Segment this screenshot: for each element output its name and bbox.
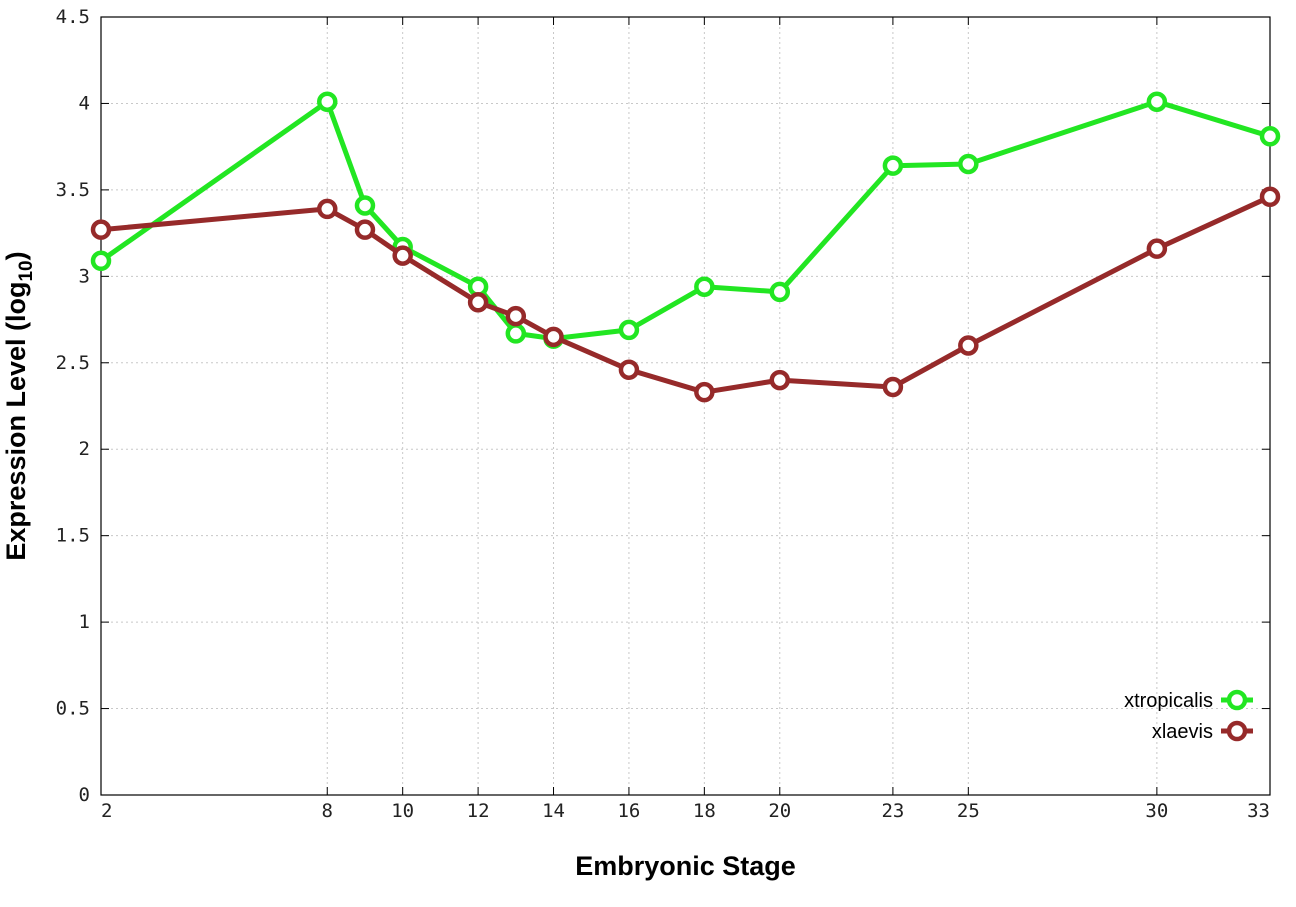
y-axis-title-subscript: 10 [16, 260, 37, 281]
series-xlaevis [90, 186, 1281, 403]
data-point [882, 376, 904, 398]
data-point [1146, 91, 1168, 112]
x-tick-label: 30 [1145, 800, 1168, 822]
data-point [354, 195, 376, 216]
y-tick-label: 1.5 [56, 525, 90, 547]
y-tick-label: 3 [79, 265, 90, 287]
axis-ticks: 0 0.5 1 1.5 2 2.5 3 3.5 4 4.5 2 8 10 12 14 16 18 20 23 25 30… [56, 6, 1271, 822]
data-point [317, 198, 338, 220]
y-tick-label: 2 [79, 438, 90, 460]
y-tick-label: 4 [79, 92, 90, 114]
data-point [543, 326, 564, 348]
x-tick-label: 20 [768, 800, 791, 822]
data-point [769, 369, 791, 391]
series-layer [90, 91, 1281, 403]
data-point [1259, 126, 1281, 147]
grid [101, 17, 1270, 795]
data-point [1259, 186, 1281, 208]
data-point [392, 245, 413, 266]
data-point [958, 153, 979, 175]
data-point [317, 91, 338, 112]
data-point [467, 292, 489, 313]
x-tick-label: 8 [322, 800, 333, 822]
x-tick-label: 33 [1247, 800, 1270, 822]
data-point [354, 219, 376, 240]
x-tick-label: 18 [693, 800, 716, 822]
y-tick-label: 4.5 [56, 6, 90, 28]
y-axis-title-main: Expression Level (log [1, 282, 31, 561]
x-tick-label: 2 [101, 800, 112, 822]
data-point [694, 381, 715, 403]
plot-frame [100, 16, 1271, 796]
legend-item: xtropicalis [1124, 689, 1253, 712]
data-point [694, 276, 715, 297]
data-point [958, 335, 979, 356]
legend: xtropicalis xlaevis [1124, 689, 1253, 743]
y-tick-label: 0 [79, 784, 90, 806]
x-tick-label: 14 [542, 800, 565, 822]
x-tick-label: 10 [391, 800, 414, 822]
data-point [505, 323, 527, 344]
x-axis-title: Embryonic Stage [575, 851, 796, 881]
x-tick-label: 16 [617, 800, 640, 822]
legend-item: xlaevis [1152, 720, 1253, 743]
legend-label: xtropicalis [1124, 690, 1213, 712]
data-point [618, 359, 640, 380]
series-line [99, 99, 1271, 342]
data-point [90, 250, 112, 272]
series-xtropicalis [90, 91, 1281, 349]
data-point [618, 319, 640, 341]
data-point [882, 155, 904, 176]
y-tick-label: 0.5 [56, 698, 90, 720]
y-tick-label: 2.5 [56, 352, 90, 374]
legend-marker [1226, 720, 1248, 742]
data-point [1146, 238, 1168, 259]
y-axis-title: Expression Level (log10) [1, 251, 37, 560]
x-tick-label: 23 [881, 800, 904, 822]
data-point [769, 281, 791, 303]
y-tick-label: 1 [79, 611, 90, 633]
legend-marker [1226, 689, 1248, 711]
legend-label: xlaevis [1152, 721, 1213, 743]
x-tick-label: 12 [467, 800, 490, 822]
data-point [505, 305, 527, 327]
y-axis-title-close: ) [1, 251, 31, 260]
y-tick-label: 3.5 [56, 179, 90, 201]
x-tick-label: 25 [957, 800, 980, 822]
data-point [90, 219, 112, 240]
